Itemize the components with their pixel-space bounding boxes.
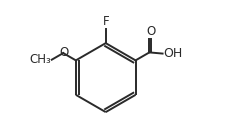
Text: OH: OH bbox=[163, 47, 182, 60]
Text: O: O bbox=[59, 46, 68, 59]
Text: O: O bbox=[145, 25, 155, 38]
Text: F: F bbox=[102, 15, 109, 28]
Text: CH₃: CH₃ bbox=[29, 53, 50, 66]
